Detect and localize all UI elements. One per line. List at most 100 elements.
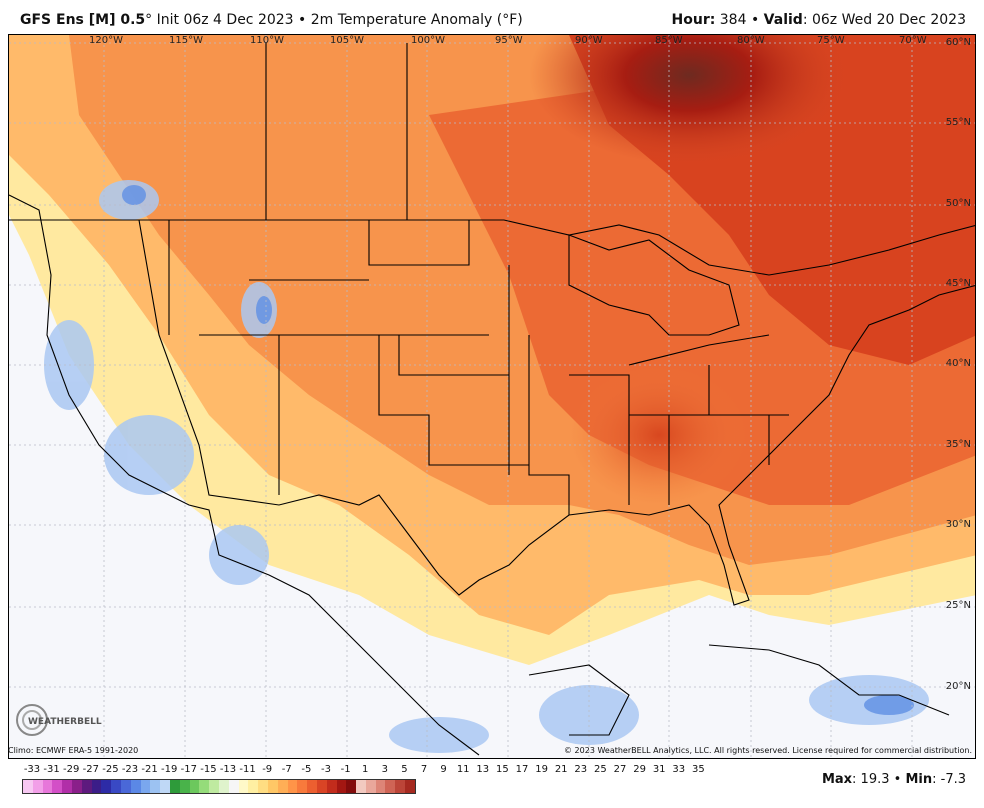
scale-swatch	[199, 780, 210, 793]
scale-swatch	[32, 780, 43, 793]
max-label: Max	[821, 772, 853, 787]
scale-tick-label: -23	[121, 764, 139, 775]
scale-tick-label: -15	[200, 764, 217, 775]
scale-swatch	[111, 780, 121, 793]
lon-label: 70°W	[899, 35, 927, 46]
scale-swatch	[297, 780, 308, 793]
scale-swatch	[316, 780, 327, 793]
lon-label: 115°W	[169, 35, 203, 46]
scale-swatch	[375, 780, 386, 793]
scale-tick-label: -19	[161, 764, 178, 775]
scale-swatch	[81, 780, 92, 793]
scale-swatch	[228, 780, 239, 793]
scale-tick-label: 15	[496, 764, 509, 775]
scale-tick-label: -5	[301, 764, 312, 775]
scale-swatch	[150, 780, 161, 793]
separator: •	[746, 12, 764, 28]
hour-label: Hour:	[671, 12, 716, 28]
scale-swatch	[287, 780, 298, 793]
scale-tick-label: -3	[321, 764, 331, 775]
scale-swatch	[395, 780, 406, 793]
scale-tick-label: 3	[381, 764, 388, 775]
header-title: GFS Ens [M] 0.5° Init 06z 4 Dec 2023 • 2…	[20, 12, 523, 28]
scale-swatch	[169, 780, 180, 793]
scale-swatch	[307, 780, 317, 793]
scale-tick-label: 31	[652, 764, 666, 775]
scale-swatch	[62, 780, 72, 793]
scale-tick-label: 11	[456, 764, 470, 775]
lat-label: 35°N	[945, 439, 971, 450]
scale-swatch	[346, 780, 357, 793]
scale-tick-label: -25	[102, 764, 119, 775]
header: GFS Ens [M] 0.5° Init 06z 4 Dec 2023 • 2…	[0, 0, 984, 34]
separator: •	[889, 772, 906, 787]
weatherbell-logo: WEATHERBELL	[16, 704, 102, 736]
lat-label: 20°N	[945, 681, 971, 692]
scale-swatch	[23, 780, 33, 793]
scale-swatch	[101, 780, 112, 793]
lon-label: 100°W	[411, 35, 445, 46]
valid-label: Valid	[763, 12, 803, 28]
model-name: GFS Ens [M] 0.5	[20, 12, 146, 28]
scale-swatch	[356, 780, 366, 793]
lon-label: 120°W	[89, 35, 123, 46]
scale-swatch	[52, 780, 63, 793]
scale-swatch	[120, 780, 131, 793]
separator: •	[293, 12, 311, 28]
lon-label: 75°W	[817, 35, 845, 46]
scale-swatch	[130, 780, 141, 793]
lat-label: 45°N	[945, 278, 971, 289]
great-lakes	[568, 234, 740, 336]
scale-tick-label: 27	[613, 764, 627, 775]
scale-swatch	[140, 780, 151, 793]
field-name: 2m Temperature Anomaly (°F)	[310, 12, 523, 28]
scale-tick-label: 23	[574, 764, 588, 775]
scale-tick-label: -1	[340, 764, 351, 775]
min-label: Min	[905, 772, 933, 787]
lon-label: 105°W	[330, 35, 364, 46]
scale-tick-label: 17	[515, 764, 529, 775]
degree-sign: °	[145, 12, 153, 28]
scale-tick-label: -33	[23, 764, 41, 775]
scale-tick-label: 5	[401, 764, 408, 775]
lon-label: 90°W	[575, 35, 603, 46]
scale-swatch	[336, 780, 347, 793]
scale-swatch	[365, 780, 376, 793]
caribbean-islands	[708, 644, 950, 716]
scale-swatch	[267, 780, 278, 793]
climo-note: Climo: ECMWF ERA-5 1991-2020	[8, 746, 139, 755]
scale-swatch	[405, 780, 415, 793]
scale-swatch	[277, 780, 288, 793]
scale-swatch	[209, 780, 219, 793]
scale-swatch	[160, 780, 170, 793]
anomaly-map: 120°W 115°W 110°W 105°W 100°W 95°W 90°W …	[8, 34, 976, 759]
us-coastline	[138, 219, 975, 606]
southeast-anomaly-center	[569, 365, 749, 505]
lon-label: 80°W	[737, 35, 765, 46]
scale-swatch	[179, 780, 190, 793]
scale-tick-label: 29	[633, 764, 646, 775]
scale-tick-label: -13	[219, 764, 237, 775]
min-value: : -7.3	[932, 772, 966, 787]
scale-tick-label: -21	[141, 764, 158, 775]
scale-tick-label: 9	[440, 764, 447, 775]
yucatan	[528, 664, 630, 736]
lat-label: 55°N	[945, 117, 971, 128]
max-anomaly-center	[529, 35, 849, 165]
scale-swatch	[42, 780, 53, 793]
color-scale: -33 -31 -29 -27 -25 -23 -21 -19 -17 -15 -13 -11 -9 -7…	[12, 762, 712, 802]
state-borders	[168, 43, 789, 515]
lat-label: 25°N	[945, 600, 971, 611]
map-graphic	[9, 35, 975, 758]
lat-label: 40°N	[945, 358, 971, 369]
scale-swatch	[326, 780, 337, 793]
scale-tick-label: 33	[672, 764, 686, 775]
scale-tick-label: -29	[63, 764, 80, 775]
valid-value: : 06z Wed 20 Dec 2023	[802, 12, 966, 28]
hour-value: 384	[715, 12, 747, 28]
scale-tick-label: -17	[180, 764, 197, 775]
scale-swatch	[218, 780, 229, 793]
scale-ticks: -33 -31 -29 -27 -25 -23 -21 -19 -17 -15 -13 -11 -9 -7…	[12, 764, 712, 778]
cold-anomaly-cores	[122, 185, 914, 715]
lat-label: 30°N	[945, 519, 971, 530]
